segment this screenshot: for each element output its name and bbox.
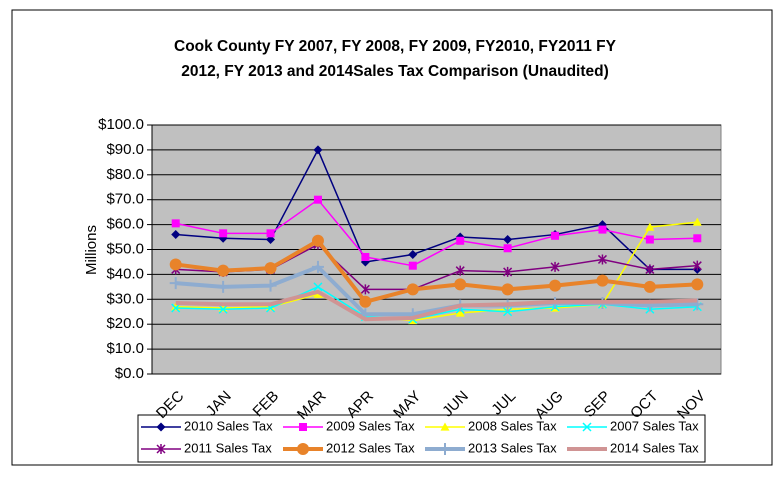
- y-tick-label: $0.0: [115, 365, 144, 382]
- marker: [692, 260, 702, 271]
- marker: [501, 283, 514, 296]
- marker: [313, 145, 323, 155]
- marker: [503, 244, 512, 253]
- series-line: [175, 198, 698, 267]
- marker: [645, 235, 654, 244]
- legend-marker: [156, 422, 166, 432]
- legend-label: 2011 Sales Tax: [184, 440, 272, 455]
- legend-label: 2008 Sales Tax: [468, 418, 557, 433]
- series-line: [175, 149, 698, 271]
- legend-marker: [440, 422, 450, 431]
- y-tick-label: $100.0: [98, 116, 144, 133]
- legend-marker: [439, 443, 451, 455]
- marker: [408, 261, 417, 270]
- marker: [645, 222, 655, 231]
- marker: [217, 264, 230, 277]
- y-axis-label: Millions: [83, 225, 100, 275]
- marker: [598, 225, 607, 234]
- y-tick-label: $60.0: [106, 216, 144, 233]
- marker: [169, 258, 182, 271]
- series-line: [175, 289, 698, 322]
- y-tick-label: $70.0: [106, 191, 144, 208]
- marker: [456, 236, 465, 245]
- legend-label: 2012 Sales Tax: [326, 440, 415, 455]
- marker: [360, 284, 370, 295]
- marker: [691, 298, 704, 311]
- marker: [455, 265, 465, 276]
- legend-label: 2014 Sales Tax: [610, 440, 699, 455]
- marker: [171, 230, 181, 240]
- legend-label: 2007 Sales Tax: [610, 418, 699, 433]
- marker: [264, 279, 277, 292]
- marker: [219, 229, 228, 238]
- y-tick-label: $20.0: [106, 315, 144, 332]
- marker: [361, 252, 370, 261]
- chart-title: Cook County FY 2007, FY 2008, FY 2009, F…: [174, 38, 617, 80]
- legend-marker: [299, 423, 307, 431]
- marker: [171, 303, 181, 313]
- marker: [549, 279, 562, 292]
- marker: [596, 274, 609, 287]
- marker: [311, 260, 324, 273]
- marker: [406, 283, 419, 296]
- legend-box: [137, 414, 706, 463]
- y-tick-label: $50.0: [106, 240, 144, 257]
- y-tick-label: $10.0: [106, 340, 144, 357]
- legend-label: 2009 Sales Tax: [326, 418, 415, 433]
- marker: [359, 295, 372, 308]
- marker: [169, 277, 182, 290]
- y-tick-label: $90.0: [106, 141, 144, 158]
- y-tick-label: $40.0: [106, 265, 144, 282]
- marker: [503, 266, 513, 277]
- marker: [266, 229, 275, 238]
- marker: [693, 234, 702, 243]
- marker: [408, 249, 418, 259]
- marker: [503, 307, 513, 317]
- legend-marker: [297, 443, 309, 455]
- marker: [313, 195, 322, 204]
- marker: [454, 278, 467, 291]
- legend-label: 2010 Sales Tax: [184, 418, 273, 433]
- marker: [503, 235, 513, 245]
- series-line: [175, 238, 698, 304]
- marker: [218, 304, 228, 314]
- series-line: [175, 221, 698, 322]
- legend-label: 2013 Sales Tax: [468, 440, 557, 455]
- marker: [597, 254, 607, 265]
- marker: [171, 219, 180, 228]
- marker: [551, 231, 560, 240]
- marker: [313, 282, 323, 292]
- y-tick-label: $30.0: [106, 290, 144, 307]
- marker: [455, 308, 465, 317]
- marker: [645, 264, 655, 275]
- marker: [264, 262, 277, 275]
- y-tick-label: $80.0: [106, 166, 144, 183]
- marker: [691, 278, 704, 291]
- legend-marker: [582, 422, 592, 432]
- marker: [311, 234, 324, 247]
- legend-marker: [156, 444, 166, 454]
- marker: [643, 280, 656, 293]
- marker: [550, 261, 560, 272]
- marker: [217, 280, 230, 293]
- marker: [692, 217, 702, 226]
